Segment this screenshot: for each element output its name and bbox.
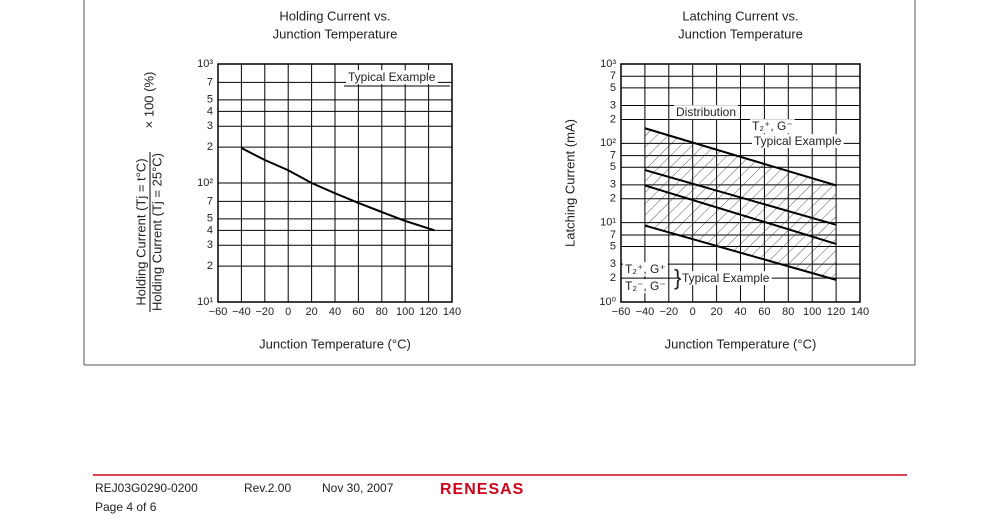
x-tick-label: 0 xyxy=(690,306,696,318)
x-tick-label: 120 xyxy=(419,306,437,318)
y-tick-label: 5 xyxy=(207,213,213,225)
brace: } xyxy=(674,265,681,290)
x-tick-label: 140 xyxy=(851,306,869,318)
x-tick-label: −20 xyxy=(659,306,678,318)
x-tick-label: 20 xyxy=(710,306,722,318)
annotation-bg xyxy=(623,262,668,277)
date: Nov 30, 2007 xyxy=(322,481,394,495)
annotation-bg xyxy=(346,70,438,85)
annotation-bg xyxy=(674,105,739,120)
y-tick-label: 7 xyxy=(610,229,616,241)
annotation: Distribution xyxy=(676,105,736,119)
y-tick-label: 10¹ xyxy=(600,217,616,229)
x-tick-label: 100 xyxy=(803,306,821,318)
chart-title: Junction Temperature xyxy=(678,26,803,41)
x-tick-label: 60 xyxy=(352,306,364,318)
plot-frame xyxy=(620,63,861,303)
x-tick-label: 120 xyxy=(827,306,845,318)
annotation: Typical Example xyxy=(682,271,770,285)
curve xyxy=(644,224,837,281)
annotation-bg xyxy=(623,279,668,294)
x-axis-label: Junction Temperature (°C) xyxy=(259,336,411,351)
y-tick-label: 2 xyxy=(610,193,616,205)
x-tick-label: 80 xyxy=(782,306,794,318)
y-tick-label: 10⁰ xyxy=(599,296,616,308)
y-tick-label: 10² xyxy=(197,177,213,189)
y-tick-label: 2 xyxy=(207,260,213,272)
y-tick-label: 10³ xyxy=(600,58,616,70)
y-tick-label: 7 xyxy=(610,70,616,82)
curve xyxy=(644,127,837,187)
y-tick-label: 2 xyxy=(610,272,616,284)
y-tick-label: 5 xyxy=(610,240,616,252)
y-tick-label: 3 xyxy=(207,239,213,251)
curve xyxy=(240,147,435,232)
x-tick-label: 40 xyxy=(329,306,341,318)
distribution-area xyxy=(644,128,837,280)
x-tick-label: 0 xyxy=(285,306,291,318)
y-axis-label: Latching Current (mA) xyxy=(562,119,577,247)
y-tick-label: 4 xyxy=(207,105,213,117)
x-tick-label: 40 xyxy=(734,306,746,318)
annotation-bg xyxy=(752,134,844,149)
y-tick-label: 3 xyxy=(610,99,616,111)
curve xyxy=(644,184,837,245)
x-tick-label: −40 xyxy=(636,306,655,318)
page-number: Page 4 of 6 xyxy=(95,500,157,514)
revision: Rev.2.00 xyxy=(244,481,291,495)
x-tick-label: 100 xyxy=(396,306,414,318)
y-tick-label: 7 xyxy=(207,76,213,88)
curve xyxy=(644,169,837,226)
y-tick-label: 3 xyxy=(610,258,616,270)
x-axis-label: Junction Temperature (°C) xyxy=(665,336,817,351)
y-axis-label-numerator: Holding Current (Tj = t°C) xyxy=(133,158,148,305)
y-tick-label: 10³ xyxy=(197,58,213,70)
x-tick-label: −60 xyxy=(209,306,228,318)
x-tick-label: −60 xyxy=(612,306,631,318)
logo: RENESAS xyxy=(440,481,524,498)
chart-title: Holding Current vs. xyxy=(279,8,390,23)
x-tick-label: 60 xyxy=(758,306,770,318)
doc-number: REJ03G0290-0200 xyxy=(95,481,198,495)
y-tick-label: 3 xyxy=(207,120,213,132)
x-tick-label: −20 xyxy=(255,306,274,318)
y-tick-label: 4 xyxy=(207,224,213,236)
y-tick-label: 2 xyxy=(610,113,616,125)
x-tick-label: 20 xyxy=(305,306,317,318)
y-axis-label-denominator: Holding Current (Tj = 25°C) xyxy=(149,153,164,311)
annotation: Typical Example xyxy=(348,70,436,84)
x-tick-label: −40 xyxy=(232,306,251,318)
annotation: T₂⁺, G⁺ xyxy=(625,262,666,276)
y-tick-label: 5 xyxy=(207,94,213,106)
annotation: T₂⁻, G⁻ xyxy=(625,279,666,293)
x-tick-label: 140 xyxy=(443,306,461,318)
y-tick-label: 7 xyxy=(207,195,213,207)
y-tick-label: 5 xyxy=(610,161,616,173)
annotation: Typical Example xyxy=(754,134,842,148)
y-tick-label: 5 xyxy=(610,82,616,94)
y-tick-label: 10¹ xyxy=(197,296,213,308)
y-tick-label: 3 xyxy=(610,179,616,191)
y-axis-label-factor: × 100 (%) xyxy=(141,72,156,129)
y-tick-label: 2 xyxy=(207,141,213,153)
y-tick-label: 10² xyxy=(600,137,616,149)
annotation-bg xyxy=(750,119,795,134)
annotation: T₂⁺, G⁻ xyxy=(752,119,793,133)
chart-title: Latching Current vs. xyxy=(682,8,798,23)
plot-frame xyxy=(217,63,453,303)
x-tick-label: 80 xyxy=(376,306,388,318)
annotation-bg xyxy=(680,271,772,286)
y-tick-label: 7 xyxy=(610,150,616,162)
chart-title: Junction Temperature xyxy=(273,26,398,41)
